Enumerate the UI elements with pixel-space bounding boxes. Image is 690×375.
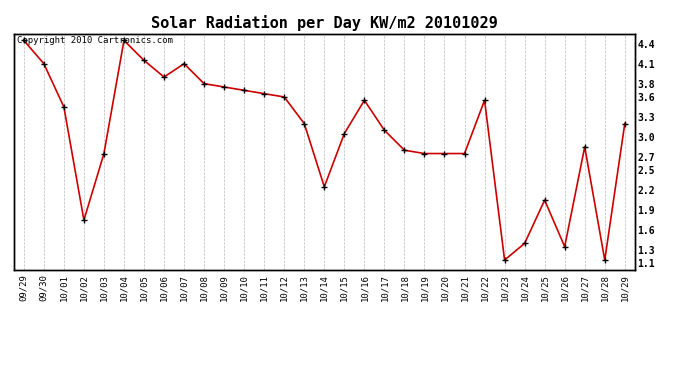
Text: Copyright 2010 Cartronics.com: Copyright 2010 Cartronics.com [17,36,172,45]
Title: Solar Radiation per Day KW/m2 20101029: Solar Radiation per Day KW/m2 20101029 [151,15,497,31]
